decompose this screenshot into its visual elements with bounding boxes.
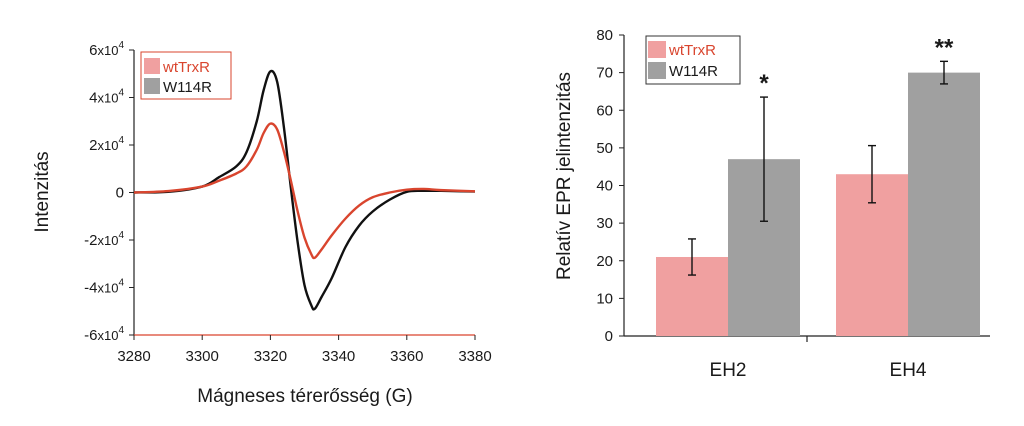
bar-legend-label-w114r: W114R [669,63,718,80]
epr-spectrum-chart: 6x104 4x104 2x104 0 -2x104 -4x104 -6x104 3280 3… [32,40,492,407]
legend-label-wttrxr: wtTrxR [162,59,210,76]
series-line-w114r [133,69,476,311]
x-tick-label: 3380 [458,348,491,365]
category-label-eh4: EH4 [890,360,927,381]
x-tick-label: 3340 [322,348,355,365]
bar-y-axis-title: Relatív EPR jelintenzitás [554,72,575,280]
legend-swatch-w114r [144,78,160,94]
x-tick-label: 3320 [254,348,287,365]
bar-y-tick-label: 10 [596,290,613,307]
bar-y-tick-label: 80 [596,27,613,44]
x-tick-label: 3300 [186,348,219,365]
y-tick-label: 2x104 [89,135,124,154]
bar-legend-label-wttrxr: wtTrxR [668,42,716,59]
y-tick-label: -4x104 [84,278,124,297]
significance-marker: * [759,70,769,97]
y-tick-label: 4x104 [89,88,124,107]
significance-marker: ** [935,34,954,61]
bar-y-tick-label: 20 [596,253,613,270]
bar-y-tick-label: 50 [596,140,613,157]
x-tick-label: 3280 [117,348,150,365]
series-line-wttrxr [133,122,476,260]
bar-y-tick-label: 70 [596,65,613,82]
bar-legend: wtTrxR W114R [645,35,741,85]
x-tick-label: 3360 [390,348,423,365]
bar-legend-swatch-w114r [648,62,666,79]
bar-y-tick-label: 60 [596,102,613,119]
legend-swatch-wttrxr [144,58,160,74]
bar-y-tick-label: 40 [596,178,613,195]
y-tick-label: -2x104 [84,230,124,249]
y-tick-label: 6x104 [89,40,124,59]
bar-w114r-eh4 [908,72,980,336]
bar-y-tick-label: 30 [596,215,613,232]
y-tick-label: 0 [116,185,124,202]
y-axis-title: Intenzitás [32,151,53,232]
x-axis-title: Mágneses térerősség (G) [197,386,412,407]
category-label-eh2: EH2 [710,360,747,381]
legend-label-w114r: W114R [163,79,212,96]
y-tick-label: -6x104 [84,325,124,344]
bar-y-tick-label: 0 [605,328,613,345]
bar-legend-swatch-wttrxr [648,41,666,58]
legend: wtTrxR W114R [140,51,232,100]
